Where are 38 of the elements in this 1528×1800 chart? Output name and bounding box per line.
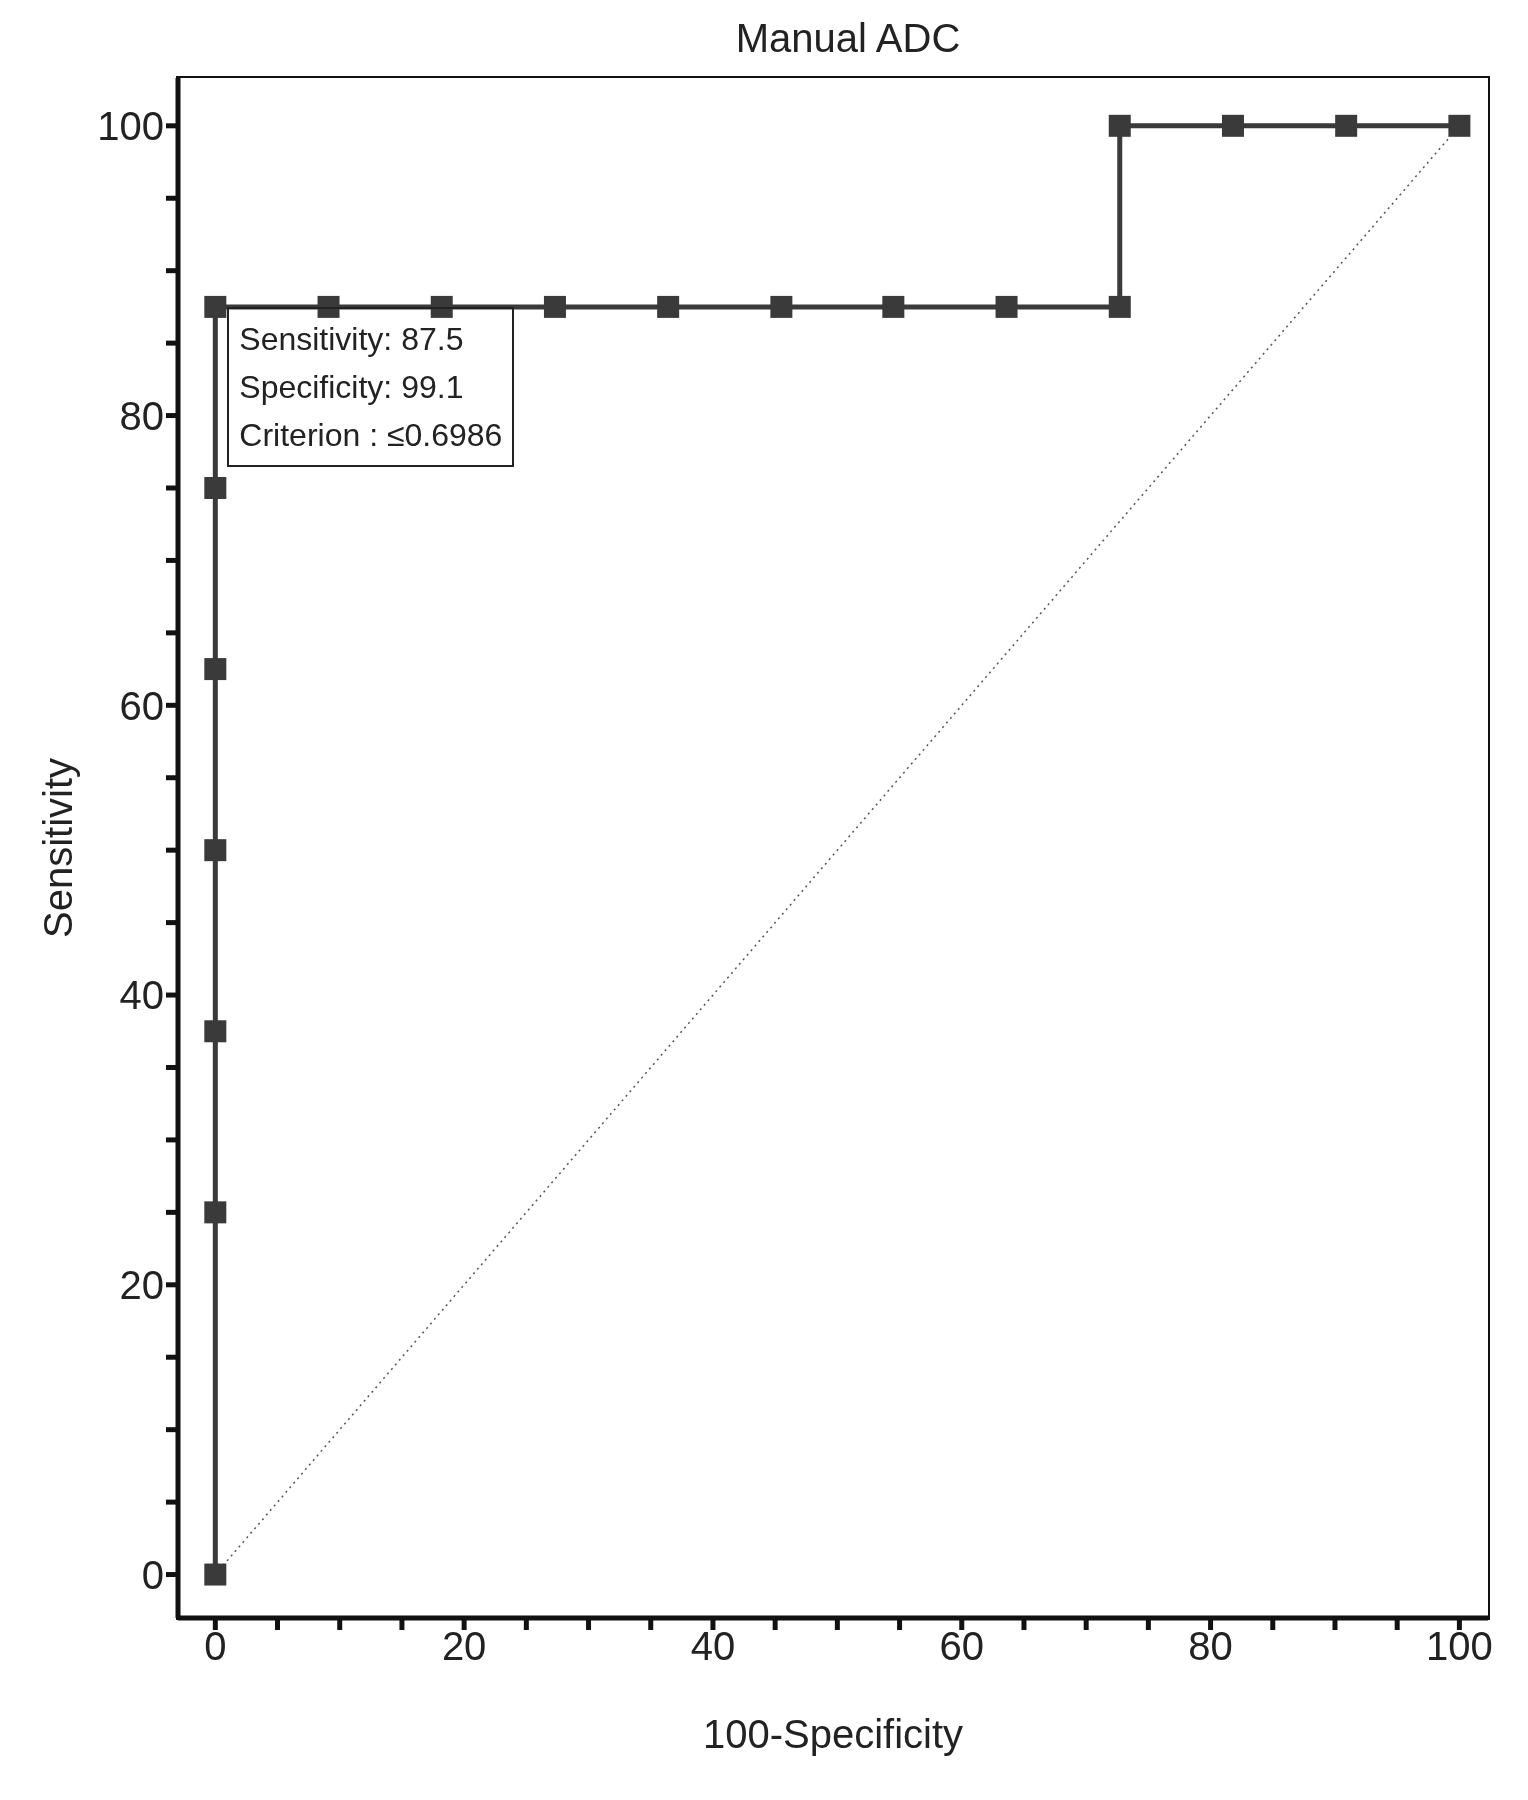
point (317, 295, 340, 318)
annotation: Criterion : ≤0.6986 (239, 415, 503, 455)
x-tick-label: 40 (690, 1624, 736, 1669)
y-tick-label: 60 (119, 683, 164, 728)
y-tick-label: 100 (97, 104, 164, 149)
y-tick-label: 20 (119, 1262, 164, 1307)
point (1335, 114, 1358, 137)
point (770, 295, 793, 318)
y-axis-title: Sensitivity (36, 757, 81, 939)
callout-box: Sensitivity: 87.5 Specificity: 99.1 Criterion : ≤0.6986 (227, 306, 515, 467)
point (1221, 114, 1244, 137)
x-tick-label: 60 (939, 1624, 985, 1669)
point (1108, 295, 1131, 318)
chart-title: Manual ADC (734, 15, 962, 62)
y-tick-label: 80 (119, 393, 164, 438)
point (543, 295, 566, 318)
x-tick-label: 0 (204, 1624, 227, 1669)
x-tick-label: 20 (441, 1624, 487, 1669)
x-tick-label: 100 (1426, 1624, 1493, 1669)
x-tick-label: 80 (1188, 1624, 1233, 1669)
point (204, 658, 227, 681)
y-tick-label: 0 (141, 1552, 164, 1597)
point (204, 1201, 227, 1224)
point (1108, 114, 1131, 137)
point (1448, 114, 1471, 137)
x-axis-title: 100-Specificity (702, 1712, 964, 1756)
point (882, 295, 905, 318)
point (204, 476, 227, 499)
point (204, 839, 227, 862)
annotation: Sensitivity: 87.5 (239, 319, 465, 359)
y-tick-label: 40 (119, 973, 164, 1018)
annotation: Specificity: 99.1 (239, 367, 465, 407)
point (204, 1020, 227, 1043)
point (995, 295, 1018, 318)
point (657, 295, 680, 318)
point (204, 295, 227, 318)
point (430, 295, 453, 318)
point (204, 1563, 227, 1586)
